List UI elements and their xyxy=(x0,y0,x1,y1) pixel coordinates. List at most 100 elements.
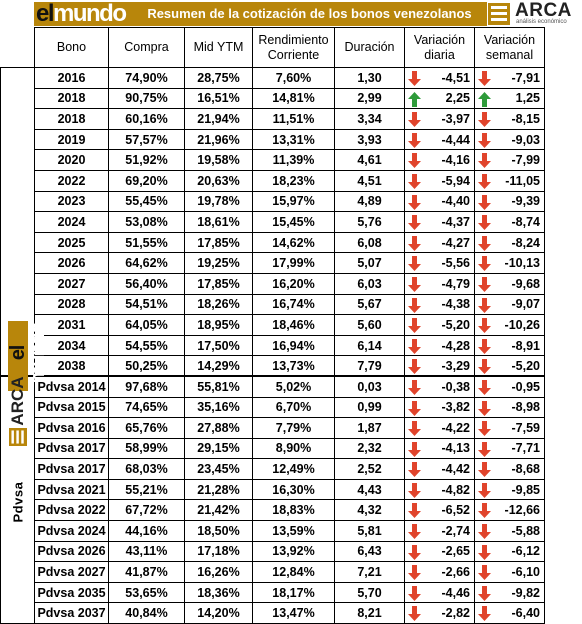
cell-variacion-semanal: -8,98 xyxy=(474,396,545,419)
arrow-down-icon xyxy=(478,441,491,457)
variacion-semanal-value: -6,40 xyxy=(511,606,541,621)
cell-duracion: 4,43 xyxy=(334,478,405,501)
col-bono: Bono xyxy=(34,27,109,68)
cell-variacion-diaria: -3,97 xyxy=(404,108,475,130)
table-row: 2038 50,25% 14,29% 13,73% 7,79 -3,29 -5,20 xyxy=(1,355,545,377)
variacion-diaria-value: -5,56 xyxy=(441,256,471,271)
table-row: Pdvsa 2026 43,11% 17,18% 13,92% 6,43 -2,65 -6,… xyxy=(1,540,545,563)
cell-rendimiento: 18,23% xyxy=(252,169,335,192)
cell-variacion-semanal: -6,12 xyxy=(474,540,545,563)
col-compra: Compra xyxy=(108,27,185,68)
cell-mid-ytm: 21,28% xyxy=(184,478,253,501)
table-row: Pdvsa 2024 44,16% 18,50% 13,59% 5,81 -2,74 -5,… xyxy=(1,520,545,542)
cell-variacion-semanal: -5,88 xyxy=(474,520,545,542)
cell-rendimiento: 12,49% xyxy=(252,458,335,480)
variacion-semanal-value: -10,26 xyxy=(504,317,540,332)
cell-compra: 51,92% xyxy=(108,149,185,171)
cell-mid-ytm: 20,63% xyxy=(184,169,253,192)
cell-bono: 2020 xyxy=(34,149,109,171)
cell-compra: 53,08% xyxy=(108,211,185,233)
arrow-down-icon xyxy=(408,235,421,251)
cell-mid-ytm: 17,18% xyxy=(184,540,253,563)
cell-variacion-semanal: -8,91 xyxy=(474,334,545,357)
variacion-diaria-value: -3,82 xyxy=(441,400,471,415)
variacion-semanal-value: -9,03 xyxy=(511,132,541,147)
cell-compra: 90,75% xyxy=(108,87,185,110)
table-row: 2022 69,20% 20,63% 18,23% 4,51 -5,94 -11,05 xyxy=(1,169,545,192)
cell-variacion-semanal: -8,74 xyxy=(474,211,545,233)
variacion-semanal-value: 1,25 xyxy=(515,91,540,106)
cell-mid-ytm: 19,58% xyxy=(184,149,253,171)
col-rendimiento: Rendimiento Corriente xyxy=(252,27,335,68)
variacion-diaria-value: -4,40 xyxy=(441,194,471,209)
variacion-diaria-value: -5,94 xyxy=(441,173,471,188)
cell-bono: 2023 xyxy=(34,190,109,213)
cell-mid-ytm: 18,26% xyxy=(184,293,253,316)
cell-rendimiento: 16,94% xyxy=(252,334,335,357)
arrow-down-icon xyxy=(478,482,491,498)
cell-rendimiento: 16,30% xyxy=(252,478,335,501)
cell-compra: 74,65% xyxy=(108,396,185,419)
arrow-down-icon xyxy=(478,215,491,231)
cell-mid-ytm: 16,26% xyxy=(184,561,253,583)
header-row: Bono Compra Mid YTM Rendimiento Corrient… xyxy=(0,27,545,68)
cell-compra: 68,03% xyxy=(108,458,185,480)
table-row: Pdvsa 2022 67,72% 21,42% 18,83% 4,32 -6,52 -12… xyxy=(1,499,545,522)
cell-variacion-diaria: -2,82 xyxy=(404,602,475,624)
cell-duracion: 0,03 xyxy=(334,375,405,398)
table-row: 2027 56,40% 17,85% 16,20% 6,03 -4,79 -9,68 xyxy=(1,272,545,295)
cell-mid-ytm: 21,94% xyxy=(184,108,253,130)
table-row: Pdvsa 2037 40,84% 14,20% 13,47% 8,21 -2,82 -6,… xyxy=(1,602,545,624)
cell-variacion-diaria: -5,94 xyxy=(404,169,475,192)
variacion-diaria-value: -6,52 xyxy=(441,503,471,518)
table-row: Pdvsa 2027 41,87% 16,26% 12,84% 7,21 -2,66 -6,… xyxy=(1,561,545,583)
arrow-down-icon xyxy=(408,338,421,354)
arrow-down-icon xyxy=(478,173,491,189)
cell-mid-ytm: 23,45% xyxy=(184,458,253,480)
cell-rendimiento: 13,73% xyxy=(252,355,335,377)
table-row: 2028 54,51% 18,26% 16,74% 5,67 -4,38 -9,07 xyxy=(1,293,545,316)
arrow-down-icon xyxy=(478,71,491,86)
variacion-semanal-value: -8,68 xyxy=(511,462,541,477)
cell-variacion-diaria: -4,16 xyxy=(404,149,475,171)
cell-bono: Pdvsa 2026 xyxy=(34,540,109,563)
cell-variacion-semanal: -6,40 xyxy=(474,602,545,624)
cell-mid-ytm: 14,20% xyxy=(184,602,253,624)
cell-variacion-semanal: -9,82 xyxy=(474,581,545,604)
arrow-down-icon xyxy=(408,524,421,540)
cell-mid-ytm: 19,78% xyxy=(184,190,253,213)
cell-compra: 55,21% xyxy=(108,478,185,501)
cell-mid-ytm: 18,61% xyxy=(184,211,253,233)
cell-variacion-diaria: -2,74 xyxy=(404,520,475,542)
arrow-down-icon xyxy=(408,380,421,396)
variacion-semanal-value: -5,20 xyxy=(511,358,541,373)
cell-compra: 60,16% xyxy=(108,108,185,130)
arrow-down-icon xyxy=(478,256,491,272)
cell-variacion-semanal: -11,05 xyxy=(474,169,545,192)
variacion-diaria-value: -4,51 xyxy=(441,70,471,85)
cell-compra: 51,55% xyxy=(108,231,185,254)
arrow-down-icon xyxy=(408,400,421,416)
cell-variacion-diaria: -4,22 xyxy=(404,417,475,439)
arrow-down-icon xyxy=(408,153,421,169)
arrow-down-icon xyxy=(478,132,491,148)
cell-compra: 56,40% xyxy=(108,272,185,295)
arrow-down-icon xyxy=(478,112,491,128)
cell-mid-ytm: 18,50% xyxy=(184,520,253,542)
cell-rendimiento: 7,60% xyxy=(252,67,335,89)
cell-variacion-diaria: -2,66 xyxy=(404,561,475,583)
cell-mid-ytm: 18,95% xyxy=(184,314,253,336)
cell-compra: 58,99% xyxy=(108,437,185,460)
cell-mid-ytm: 17,50% xyxy=(184,334,253,357)
cell-rendimiento: 13,92% xyxy=(252,540,335,563)
cell-compra: 43,11% xyxy=(108,540,185,563)
cell-compra: 69,20% xyxy=(108,169,185,192)
variacion-diaria-value: -4,38 xyxy=(441,297,471,312)
cell-bono: 2028 xyxy=(34,293,109,316)
arrow-down-icon xyxy=(408,297,421,313)
variacion-semanal-value: -9,82 xyxy=(511,585,541,600)
arca-mark-icon xyxy=(488,3,510,25)
variacion-semanal-value: -6,10 xyxy=(511,565,541,580)
cell-duracion: 3,93 xyxy=(334,128,405,151)
cell-bono: 2034 xyxy=(34,334,109,357)
